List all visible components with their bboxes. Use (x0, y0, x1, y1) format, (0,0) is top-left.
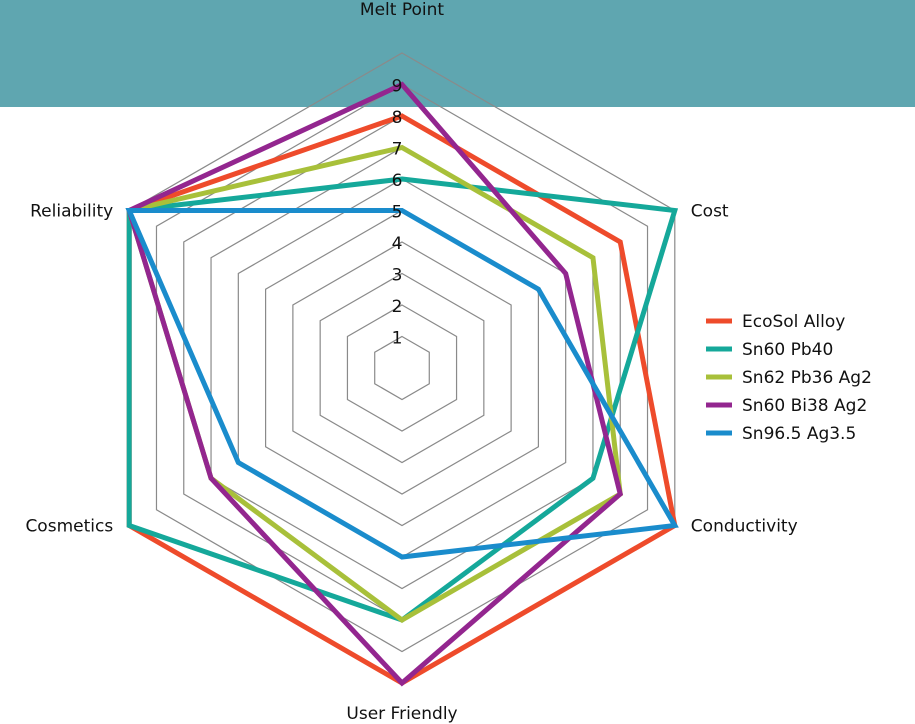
tick-label-5: 5 (392, 203, 403, 223)
legend-label-4: Sn96.5 Ag3.5 (742, 424, 856, 444)
axis-label-user-friendly: User Friendly (346, 704, 457, 724)
legend-label-1: Sn60 Pb40 (742, 340, 833, 360)
axis-labels: Melt Point Cost Conductivity User Friendly C… (25, 0, 797, 724)
tick-label-1: 1 (392, 329, 403, 349)
tick-labels: 1 2 3 4 5 6 7 8 9 (392, 77, 403, 349)
tick-label-2: 2 (392, 297, 403, 317)
grid-ring-8 (183, 115, 621, 621)
header-banner (0, 0, 915, 107)
grid-ring-3 (319, 272, 485, 464)
axis-label-reliability: Reliability (30, 202, 113, 222)
axis-label-cost: Cost (691, 202, 729, 222)
axis-label-conductivity: Conductivity (691, 517, 798, 537)
tick-label-3: 3 (392, 266, 403, 286)
series-line-4 (125, 208, 679, 560)
legend-label-0: EcoSol Alloy (742, 312, 845, 332)
grid-ring-5 (265, 209, 539, 527)
tick-label-6: 6 (392, 171, 403, 191)
tick-label-9: 9 (392, 77, 403, 97)
grid-ring-4 (292, 241, 512, 495)
grid-ring-1 (374, 335, 430, 401)
axis-label-melt-point: Melt Point (360, 0, 444, 20)
radar-series (125, 81, 679, 687)
grid-ring-9 (155, 83, 649, 653)
legend-label-3: Sn60 Bi38 Ag2 (742, 396, 867, 416)
legend: EcoSol Alloy Sn60 Pb40 Sn62 Pb36 Ag2 Sn60 B… (706, 312, 872, 444)
grid-ring-2 (346, 304, 458, 432)
legend-label-2: Sn62 Pb36 Ag2 (742, 368, 872, 388)
tick-label-4: 4 (392, 234, 403, 254)
tick-label-7: 7 (392, 140, 403, 160)
axis-label-cosmetics: Cosmetics (25, 517, 113, 537)
tick-label-8: 8 (392, 108, 403, 128)
